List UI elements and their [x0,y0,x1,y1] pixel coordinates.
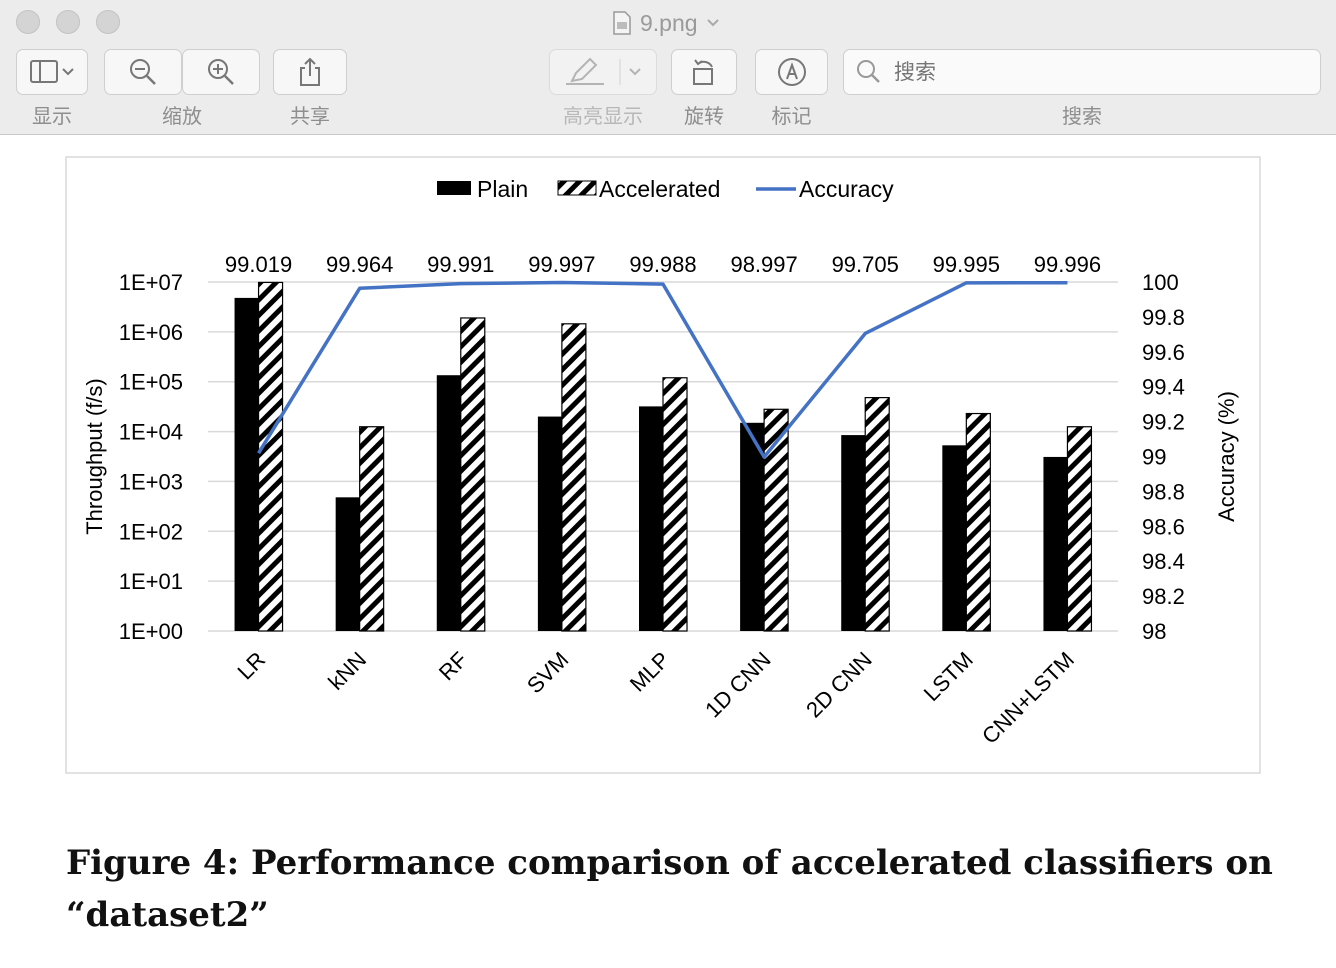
y-right-tick-label: 98.4 [1142,549,1185,574]
y-right-tick-label: 99.6 [1142,340,1185,365]
highlighter-icon [566,57,641,85]
legend-label-plain: Plain [477,176,528,202]
y-right-tick-label: 98.2 [1142,584,1185,609]
highlight-label: 高亮显示 [563,104,643,128]
zoom-label: 缩放 [162,104,202,128]
y-right-tick-label: 98.8 [1142,479,1185,504]
bar-plain [436,375,461,631]
accuracy-data-label: 99.988 [629,252,696,277]
y-right-tick-label: 98 [1142,619,1166,644]
legend-swatch-plain [437,181,471,195]
bar-accelerated [763,408,789,632]
minimize-window-button[interactable] [56,10,80,34]
zoom-window-button[interactable] [96,10,120,34]
bar-accelerated [359,426,385,632]
legend-label-accelerated: Accelerated [599,176,720,202]
rotate-label: 旋转 [684,104,724,128]
search-label: 搜索 [1062,104,1102,128]
bar-accelerated [864,397,890,632]
y-left-tick-label: 1E+04 [119,420,183,445]
window-title[interactable]: 9.png [612,8,720,38]
y-left-tick-label: 1E+05 [119,370,183,395]
y-right-tick-label: 98.6 [1142,514,1185,539]
document-icon [613,11,631,35]
bar-plain [234,297,259,631]
y-left-tick-label: 1E+02 [119,519,183,544]
markup-button[interactable] [755,49,828,95]
rotate-icon [693,59,713,85]
window-title-text: 9.png [640,9,698,36]
bar-accelerated [662,377,688,632]
share-icon [300,57,320,86]
y-left-tick-label: 1E+03 [119,469,183,494]
zoom-out-button[interactable] [104,49,182,95]
share-label: 共享 [290,104,330,128]
throughput-accuracy-chart: 1E+00 1E+01 1E+02 1E+03 1E+04 1E+05 1E+06 1E+07… [65,156,1261,774]
bar-accelerated [1066,426,1093,632]
accuracy-data-label: 99.995 [933,252,1000,277]
bar-plain [335,497,360,631]
search-input[interactable] [892,59,1296,85]
bar-accelerated [460,317,486,632]
y-left-tick-label: 1E+07 [119,270,183,295]
zoom-in-button[interactable] [182,49,260,95]
document-view: 1E+00 1E+01 1E+02 1E+03 1E+04 1E+05 1E+06 1E+07… [0,135,1336,968]
y-left-axis-title: Throughput (f/s) [82,378,107,535]
bar-accelerated [561,323,587,632]
y-left-tick-label: 1E+06 [119,320,183,345]
y-right-axis-title: Accuracy (%) [1214,391,1239,522]
accuracy-data-label: 99.019 [225,252,292,277]
legend-label-accuracy: Accuracy [799,176,894,202]
window-toolbar: 9.png 显示 缩放 共享 [0,0,1336,135]
y-left-tick-label: 1E+01 [119,569,183,594]
chevron-down-icon [706,19,719,27]
bar-plain [740,422,765,631]
y-left-tick-label: 1E+00 [119,619,183,644]
bar-plain [1043,456,1068,631]
bar-plain [942,445,967,631]
zoom-in-icon [208,59,234,85]
accuracy-data-label: 99.705 [832,252,899,277]
y-right-tick-label: 99 [1142,445,1166,470]
y-right-tick-label: 100 [1142,270,1179,295]
share-button[interactable] [273,49,347,95]
accuracy-data-label: 99.997 [528,252,595,277]
bar-plain [841,435,866,631]
y-right-tick-label: 99.8 [1142,305,1185,330]
accuracy-data-label: 99.964 [326,252,393,277]
accuracy-data-label: 99.991 [427,252,494,277]
legend-swatch-accelerated [557,180,597,196]
highlight-button[interactable] [549,49,657,95]
markup-label: 标记 [771,104,812,128]
figure-caption: Figure 4: Performance comparison of acce… [66,843,1273,935]
display-label: 显示 [32,104,72,128]
bar-accelerated [965,412,991,632]
y-right-tick-label: 99.2 [1142,410,1185,435]
markup-icon [777,58,806,86]
accuracy-data-label: 98.997 [730,252,797,277]
bar-accelerated [257,281,284,632]
rotate-button[interactable] [671,49,737,95]
search-field[interactable] [843,49,1321,95]
bar-plain [639,406,663,631]
sidebar-toggle-button[interactable] [16,49,88,95]
close-window-button[interactable] [16,10,40,34]
accuracy-data-label: 99.996 [1034,252,1101,277]
sidebar-icon [30,60,74,83]
y-right-tick-label: 99.4 [1142,375,1185,400]
search-icon [857,60,880,83]
zoom-out-icon [130,59,156,85]
bar-plain [537,416,562,631]
